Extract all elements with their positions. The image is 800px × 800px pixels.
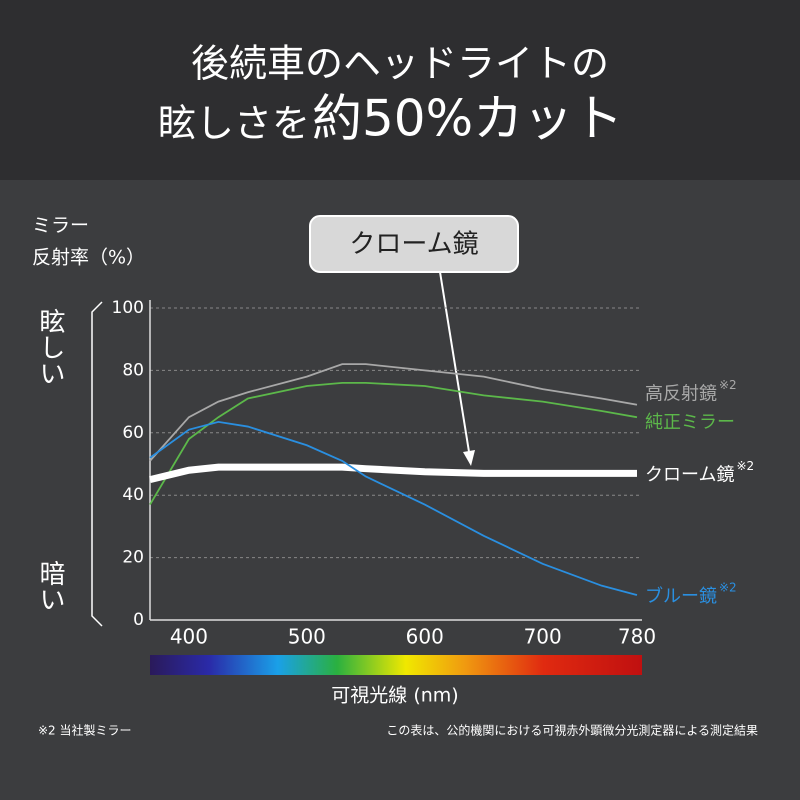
callout-text: クローム鏡: [349, 230, 478, 260]
spectrum-bar: [150, 655, 642, 675]
x-tick-label: 600: [406, 625, 444, 649]
series-line: [149, 420, 638, 596]
y-tick-label: 20: [122, 548, 144, 568]
y-tick-label: 100: [112, 298, 144, 318]
legend-label: 高反射鏡: [645, 384, 717, 405]
x-tick-label: 780: [618, 625, 656, 649]
footnote: ※2 当社製ミラー: [38, 723, 132, 738]
series-line: [149, 381, 638, 506]
y-tick-label: 40: [122, 485, 144, 505]
y-label: ミラー: [32, 215, 89, 237]
footnote: この表は、公的機関における可視赤外顕微分光測定器による測定結果: [386, 723, 758, 738]
legend-label: 純正ミラー: [645, 412, 735, 433]
y-tick-label: 0: [133, 610, 144, 630]
title-line2: 眩しさを: [158, 102, 310, 146]
callout-box: [309, 215, 519, 273]
bracket: [91, 301, 103, 627]
y-tick-label: 60: [122, 423, 144, 443]
legend-note: ※2: [719, 581, 737, 595]
legend-label: クローム鏡: [645, 464, 734, 485]
x-tick-label: 400: [170, 625, 208, 649]
y-tick-label: 80: [122, 360, 144, 380]
x-label: 可視光線 (nm): [331, 685, 458, 707]
callout-arrow: [439, 271, 471, 459]
series-line: [149, 363, 638, 462]
series-line: [149, 463, 637, 484]
legend-note: ※2: [719, 378, 737, 392]
title-emphasis: 約50%カット: [312, 90, 623, 148]
header: [0, 0, 800, 180]
x-tick-label: 700: [524, 625, 562, 649]
x-tick-label: 500: [288, 625, 326, 649]
legend-note: ※2: [736, 459, 754, 473]
bright-label: 眩しい: [35, 308, 65, 386]
y-label: 反射率（%）: [32, 247, 145, 269]
title: 後続車のヘッドライトの: [191, 42, 609, 86]
dark-label: 暗い: [35, 560, 65, 612]
legend-label: ブルー鏡: [645, 585, 717, 607]
arrow-head: [463, 450, 475, 466]
